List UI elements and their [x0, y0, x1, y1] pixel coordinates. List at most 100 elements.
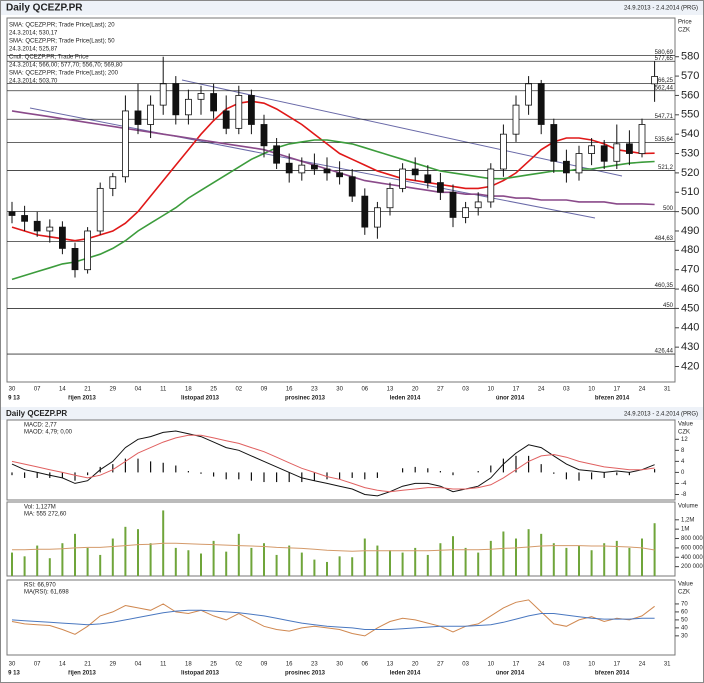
month-label: březen 2014: [595, 396, 630, 402]
x-tick-label: 20: [412, 387, 419, 393]
level-label: 535,64: [655, 137, 674, 143]
volume-bar: [86, 547, 89, 576]
y-tick-label: 470: [681, 264, 699, 276]
x-tick-label: 06: [361, 387, 368, 393]
volume-bar: [250, 547, 253, 576]
y-tick-label: -8: [681, 492, 687, 498]
y-axis-unit: CZK: [678, 28, 690, 34]
candle-body: [323, 168, 331, 174]
x-tick-label: 30: [336, 662, 343, 668]
x-tick-label: 31: [664, 662, 671, 668]
x-tick-label: 18: [185, 387, 192, 393]
x-tick-label: 02: [235, 387, 242, 393]
volume-bar: [212, 540, 215, 576]
candle-body: [235, 95, 243, 129]
series-line: [11, 139, 655, 281]
candle-body: [525, 83, 532, 106]
level-label: 547,71: [655, 114, 674, 120]
volume-bar: [464, 547, 467, 576]
x-tick-label: 30: [336, 387, 343, 393]
volume-bar: [313, 559, 316, 576]
volume-bar: [578, 545, 580, 576]
candle-body: [411, 168, 419, 176]
candle-body: [449, 191, 457, 218]
candle-body: [361, 195, 369, 228]
x-tick-label: 03: [462, 387, 469, 393]
x-tick-label: 31: [664, 387, 671, 393]
month-label: 9 13: [8, 671, 20, 677]
candle-body: [210, 93, 218, 112]
volume-bar: [489, 540, 492, 576]
x-tick-label: 23: [311, 387, 318, 393]
legend-entry: Cndl: QCEZP.PR; Trade Price: [9, 55, 89, 61]
y-tick-label: 800 000: [681, 536, 703, 542]
volume-bar: [36, 545, 39, 576]
candle-body: [273, 145, 281, 164]
candle-body: [613, 143, 621, 162]
y-tick-label: 12: [681, 437, 688, 443]
volume-bar: [363, 538, 366, 576]
y-tick-label: 420: [681, 360, 699, 372]
y-tick-label: 600 000: [681, 545, 703, 551]
candle-body: [474, 201, 482, 209]
volume-bar: [263, 543, 265, 576]
series-line: [11, 110, 655, 206]
series-line: [11, 434, 655, 493]
x-tick-label: 30: [9, 662, 16, 668]
x-tick-label: 29: [109, 662, 116, 668]
series-line: [12, 542, 655, 552]
candle-body: [109, 176, 117, 189]
x-tick-label: 02: [235, 662, 242, 668]
level-label: 521,2: [658, 165, 674, 171]
volume-bar: [439, 543, 442, 576]
y-tick-label: 560: [681, 89, 699, 101]
y-tick-label: 60: [681, 609, 688, 615]
y-tick-label: 30: [681, 633, 688, 639]
level-label: 450: [663, 303, 674, 309]
candle-body: [336, 172, 344, 178]
y-axis-title: Volume: [678, 504, 699, 510]
x-tick-label: 06: [361, 662, 368, 668]
volume-bar: [590, 550, 593, 576]
y-tick-label: 8: [681, 448, 685, 454]
candle-body: [563, 160, 570, 174]
candle-body: [512, 104, 520, 135]
date-range: 24.9.2013 - 2.4.2014 (PRG): [624, 6, 698, 12]
volume-bar: [137, 529, 139, 576]
candle-body: [33, 220, 41, 232]
candle-body: [222, 110, 230, 129]
candle-body: [310, 164, 318, 170]
y-tick-label: 520: [681, 167, 699, 179]
candle-body: [462, 207, 470, 218]
month-label: prosinec 2013: [285, 396, 326, 402]
candle-body: [487, 168, 495, 203]
x-tick-label: 13: [387, 662, 394, 668]
month-label: leden 2014: [390, 396, 421, 402]
candle-body: [638, 124, 646, 154]
x-tick-label: 17: [613, 387, 620, 393]
volume-bar: [74, 533, 76, 576]
x-tick-label: 27: [437, 387, 444, 393]
level-label: 426,44: [655, 349, 674, 355]
level-label: 484,63: [655, 236, 674, 242]
y-axis-title: Value: [678, 582, 694, 588]
plot-frame: [6, 579, 676, 656]
candle-body: [147, 104, 155, 125]
volume-bar: [628, 547, 631, 576]
x-tick-label: 07: [34, 387, 41, 393]
volume-bar: [376, 545, 379, 576]
candle-body: [626, 143, 633, 154]
month-label: prosinec 2013: [285, 671, 326, 677]
level-label: 500: [663, 206, 674, 212]
x-tick-label: 07: [34, 662, 41, 668]
y-tick-label: 500: [681, 206, 699, 218]
volume-bar: [515, 538, 517, 576]
x-tick-label: 04: [135, 662, 142, 668]
y-tick-label: 480: [681, 244, 699, 256]
x-tick-label: 09: [261, 662, 268, 668]
candle-body: [184, 98, 192, 116]
legend-entry: Vol: 1,127M: [24, 505, 56, 511]
candle-body: [21, 215, 29, 222]
x-tick-label: 03: [563, 662, 570, 668]
y-tick-label: 0: [681, 470, 685, 476]
